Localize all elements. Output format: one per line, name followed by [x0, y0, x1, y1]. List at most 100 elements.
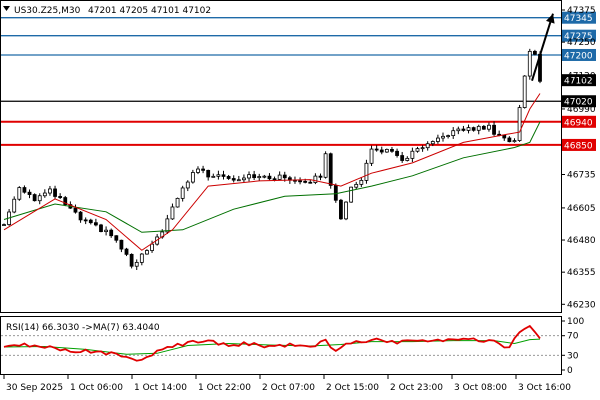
- time-tick-label: 1 Oct 14:00: [134, 383, 187, 393]
- candle-body: [507, 137, 512, 143]
- candle-body: [267, 175, 272, 180]
- level-tag-text-46940: 46940: [564, 118, 593, 128]
- candle-body: [379, 149, 384, 153]
- level-tag-text-47345: 47345: [564, 14, 593, 24]
- candle-body: [170, 206, 175, 220]
- candle-body: [446, 135, 451, 138]
- trend-arrow-head-icon: [546, 13, 555, 24]
- price-tick-label: 47375: [567, 6, 596, 16]
- candle-body: [145, 250, 149, 255]
- price-tick-label: 46990: [567, 105, 596, 115]
- candle-body: [430, 141, 435, 145]
- price-tick-label: 46230: [567, 300, 596, 310]
- candle-body: [226, 176, 231, 179]
- candle-body: [124, 248, 129, 255]
- price-tick-label: 47250: [567, 38, 596, 48]
- candle-body: [476, 125, 481, 131]
- candle-body: [12, 198, 17, 213]
- candle-body: [221, 174, 226, 177]
- candle-body: [134, 261, 139, 267]
- candle-body: [466, 127, 471, 131]
- moving-averages: [3, 93, 541, 251]
- dropdown-triangle-icon[interactable]: [3, 6, 10, 11]
- candle-body: [257, 176, 262, 179]
- time-tick-label: 2 Oct 15:00: [326, 383, 379, 393]
- price-tick-label: 46480: [567, 236, 596, 246]
- candle-body: [481, 125, 486, 130]
- candle-body: [231, 178, 236, 181]
- price-levels: [1, 17, 561, 146]
- level-tag-text-47275: 47275: [564, 32, 593, 42]
- level-tag-text-47200: 47200: [564, 51, 593, 61]
- candle-body: [339, 199, 343, 220]
- level-tag-47275: [562, 29, 596, 42]
- rsi-tick-label: 70: [567, 332, 579, 342]
- candle-body: [390, 149, 394, 152]
- level-tag-text-46850: 46850: [564, 141, 593, 151]
- candle-body: [88, 219, 93, 224]
- candle-body: [201, 168, 205, 171]
- candle-body: [451, 130, 456, 137]
- level-tag-text-47020: 47020: [564, 98, 593, 108]
- time-tick-label: 1 Oct 22:00: [198, 383, 251, 393]
- rsi-header: RSI(14) 66.3030 ->MA(7) 63.4040: [6, 323, 160, 333]
- candle-body: [318, 175, 323, 178]
- candle-body: [425, 143, 430, 149]
- rsi-axis: 100 70 30 0: [561, 317, 584, 376]
- candle-body: [109, 229, 114, 237]
- candle-body: [211, 175, 216, 178]
- price-axis[interactable]: 47345 47275 47200 47102 47020 46940 46850 46230…: [561, 6, 596, 310]
- candle-body: [420, 147, 425, 150]
- level-tag-47102: [562, 74, 596, 87]
- rsi-tick-label: 30: [567, 351, 579, 361]
- candle-body: [175, 197, 180, 208]
- candle-body: [216, 174, 221, 177]
- candle-body: [27, 191, 32, 195]
- candle-body: [119, 239, 124, 250]
- candle-body: [242, 177, 246, 181]
- candle-body: [129, 253, 134, 267]
- level-tag-text-47102: 47102: [564, 77, 593, 87]
- rsi-line: [3, 324, 541, 362]
- candle-body: [384, 149, 389, 153]
- price-tick-label: 47120: [567, 72, 596, 82]
- level-tag-46940: [562, 115, 596, 128]
- rsi-tick-label: 0: [567, 366, 573, 376]
- candle-body: [32, 194, 37, 202]
- candle-body: [436, 137, 440, 142]
- candle-body: [456, 128, 461, 132]
- candle-body: [104, 229, 108, 233]
- candle-body: [359, 179, 364, 185]
- ma-slow-line: [3, 121, 541, 233]
- symbol-label: US30.Z25,M30: [14, 6, 81, 16]
- candle-body: [369, 148, 374, 164]
- candle-body: [471, 127, 476, 131]
- candle-body: [354, 183, 359, 188]
- price-pane-frame: [0, 0, 562, 313]
- rsi-pane[interactable]: RSI(14) 66.3030 ->MA(7) 63.4040: [0, 316, 562, 375]
- candle-body: [53, 188, 57, 197]
- rsi-tick-label: 100: [567, 317, 584, 327]
- candle-body: [190, 172, 195, 183]
- time-axis[interactable]: 30 Sep 2025 1 Oct 06:00 1 Oct 14:00 1 Oct 2…: [3, 375, 571, 393]
- time-tick-label: 30 Sep 2025: [6, 383, 63, 393]
- candle-body: [395, 150, 399, 156]
- candle-body: [415, 148, 420, 152]
- candle-body: [400, 155, 405, 161]
- price-pane[interactable]: [0, 0, 562, 313]
- price-tick-label: 46355: [567, 268, 596, 278]
- time-tick-label: 3 Oct 16:00: [518, 383, 571, 393]
- candle-body: [333, 185, 338, 201]
- time-tick-label: 2 Oct 07:00: [262, 383, 315, 393]
- candle-body: [252, 174, 257, 179]
- candle-body: [517, 107, 522, 141]
- candle-body: [236, 179, 241, 182]
- candle-body: [298, 180, 302, 183]
- candle-body: [487, 124, 491, 130]
- candle-body: [99, 224, 103, 233]
- candle-body: [272, 178, 277, 181]
- candle-body: [93, 222, 98, 226]
- candle-body: [63, 197, 68, 205]
- candle-body: [344, 201, 348, 220]
